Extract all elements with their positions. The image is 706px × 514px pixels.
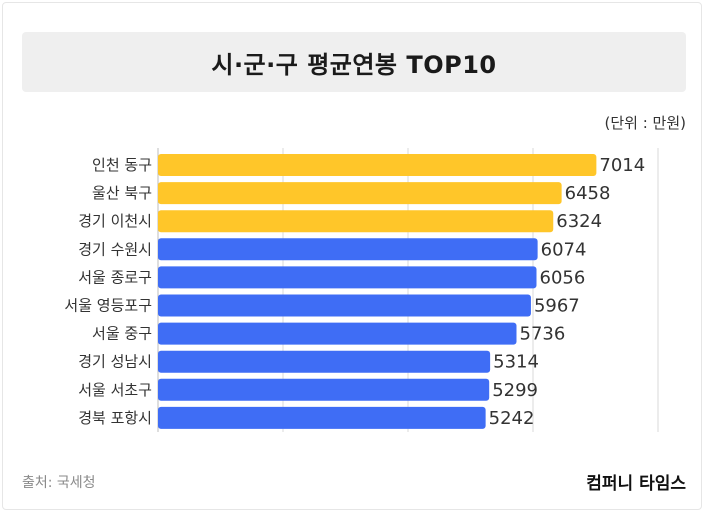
category-label: 서울 영등포구 xyxy=(64,297,152,315)
category-label: 서울 중구 xyxy=(92,325,152,343)
bar xyxy=(158,266,537,289)
category-label: 경기 성남시 xyxy=(78,353,152,371)
bar xyxy=(158,322,517,345)
value-label: 6056 xyxy=(540,267,586,288)
value-label: 5242 xyxy=(489,408,535,429)
value-label: 5299 xyxy=(492,380,538,401)
value-label: 5736 xyxy=(520,324,566,345)
category-label: 인천 동구 xyxy=(92,156,152,174)
bar xyxy=(158,210,554,233)
bar xyxy=(158,378,490,401)
category-label: 서울 종로구 xyxy=(78,268,152,286)
value-label: 5967 xyxy=(534,296,580,317)
category-label: 경기 수원시 xyxy=(78,240,152,258)
value-label: 6324 xyxy=(556,211,602,232)
bar xyxy=(158,238,538,261)
value-label: 6074 xyxy=(541,239,587,260)
chart-title: 시·군·구 평균연봉 TOP10 xyxy=(211,50,497,79)
bar xyxy=(158,350,491,373)
value-label: 6458 xyxy=(565,183,611,204)
category-label: 서울 서초구 xyxy=(78,381,152,399)
value-label: 5314 xyxy=(493,352,539,373)
category-label: 경북 포항시 xyxy=(78,409,152,427)
category-label: 경기 이천시 xyxy=(78,212,152,230)
title-banner: 시·군·구 평균연봉 TOP10 xyxy=(22,32,686,92)
brand-logo: 컴퍼니 타임스 xyxy=(586,474,686,494)
bar xyxy=(158,406,486,429)
bar xyxy=(158,154,597,176)
bar xyxy=(158,294,531,317)
unit-label: (단위 : 만원) xyxy=(604,114,687,132)
source-note: 출처: 국세청 xyxy=(22,475,96,491)
value-label: 7014 xyxy=(599,155,645,176)
category-label: 울산 북구 xyxy=(92,184,152,202)
bar xyxy=(158,182,562,205)
